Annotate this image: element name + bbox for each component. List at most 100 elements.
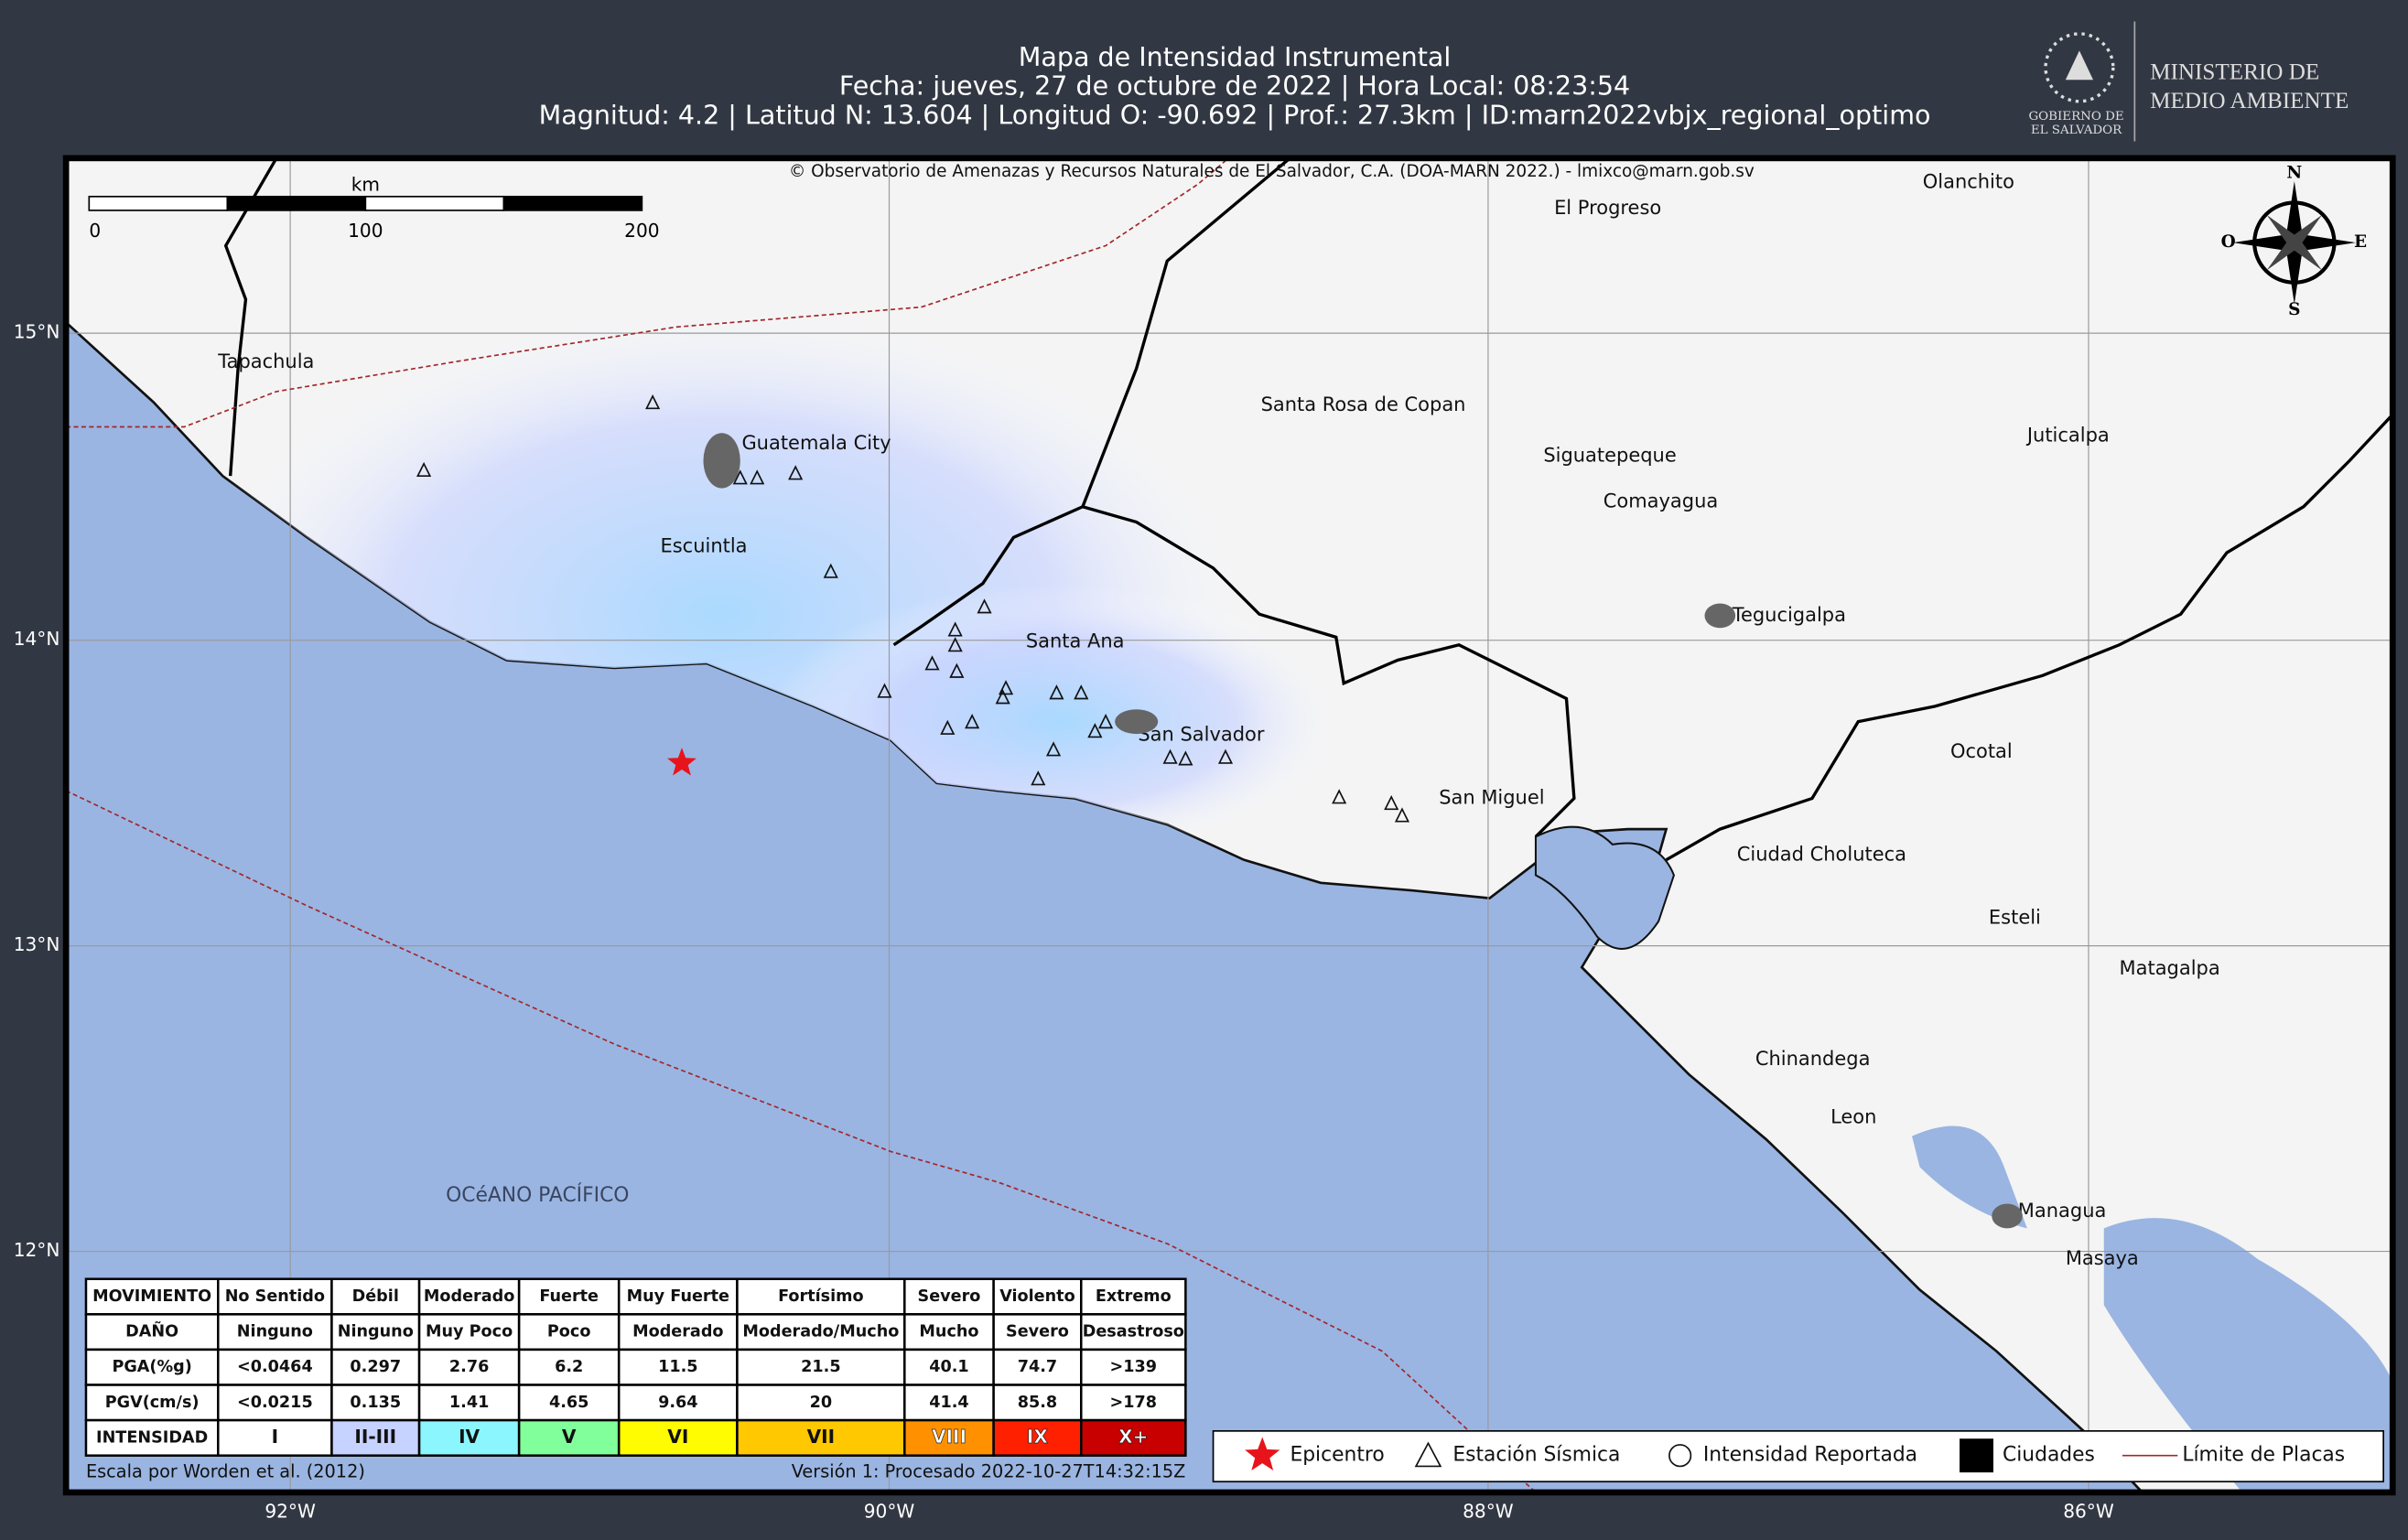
table-text: VII (807, 1426, 836, 1448)
table-cell (417, 1384, 521, 1422)
city-label: San Miguel (1439, 787, 1544, 809)
table-text: Fortísimo (778, 1287, 864, 1306)
compass-letter: O (2221, 232, 2236, 252)
table-text: Muy Poco (426, 1323, 513, 1341)
table-cell (417, 1277, 521, 1316)
table-cell (617, 1384, 739, 1422)
seismic-station (1087, 723, 1103, 738)
legend-symbol (1245, 1437, 1280, 1470)
city-label: Tapachula (217, 350, 314, 372)
city-label: Managua (2018, 1200, 2107, 1222)
city-label: Ciudad Choluteca (1737, 844, 1906, 866)
city-label: Guatemala City (741, 432, 891, 454)
table-cell (217, 1384, 333, 1422)
city-label: Santa Ana (1026, 630, 1125, 652)
seismic-station (949, 662, 965, 678)
seismic-station (732, 469, 748, 485)
logo-text: EL SALVADOR (2031, 124, 2122, 137)
legend-label: Ciudades (2003, 1444, 2095, 1467)
table-cell (217, 1277, 333, 1316)
table-cell (617, 1348, 739, 1386)
city-label: Matagalpa (2120, 957, 2220, 979)
table-text: MOVIMIENTO (92, 1287, 211, 1306)
city-label: Masaya (2066, 1247, 2139, 1269)
seismic-station (924, 655, 940, 671)
logo-text: GOBIERNO DE (2028, 110, 2123, 124)
table-text: 21.5 (801, 1358, 840, 1376)
seismic-station (1384, 794, 1399, 811)
table-text: No Sentido (225, 1287, 325, 1306)
seismic-station (877, 683, 892, 698)
table-text: Ninguno (338, 1323, 414, 1341)
seismic-station (995, 689, 1010, 705)
table-text: Desastroso (1083, 1323, 1184, 1341)
seismic-station (998, 680, 1014, 695)
lon-label: 90°W (864, 1500, 915, 1522)
table-cell (217, 1418, 333, 1457)
seismic-station (1332, 789, 1347, 804)
table-text: Muy Fuerte (627, 1287, 729, 1306)
table-text: PGV(cm/s) (105, 1394, 200, 1412)
footer: Escala por Worden et al. (2012) (86, 1461, 365, 1482)
table-cell (903, 1348, 995, 1386)
city-label: Comayagua (1604, 490, 1718, 512)
seismic-station (1162, 748, 1178, 764)
seismic-station (977, 598, 992, 614)
table-text: 0.297 (350, 1358, 401, 1376)
table-text: 11.5 (658, 1358, 697, 1376)
table-cell (1080, 1384, 1187, 1422)
table-text: Moderado/Mucho (742, 1323, 899, 1341)
city-area (1992, 1203, 2023, 1229)
city-area (703, 433, 740, 489)
table-cell (330, 1418, 421, 1457)
city-label: Tegucigalpa (1732, 604, 1846, 626)
footer: Versión 1: Procesado 2022-10-27T14:32:15… (792, 1461, 1186, 1482)
subtitle: Magnitud: 4.2 | Latitud N: 13.604 | Long… (539, 101, 1931, 131)
logo-emblem (2044, 32, 2115, 103)
table-text: <0.0464 (237, 1358, 313, 1376)
table-text: 9.64 (658, 1394, 697, 1412)
legend-label: Intensidad Reportada (1703, 1444, 1917, 1467)
seismic-station (645, 394, 661, 410)
city-label: El Progreso (1554, 197, 1661, 219)
copyright: © Observatorio de Amenazas y Recursos Na… (789, 162, 1755, 181)
lon-label: 92°W (265, 1500, 316, 1522)
table-text: PGA(%g) (112, 1358, 191, 1376)
table-cell (417, 1418, 521, 1457)
gulf (1534, 825, 1676, 950)
table-text: DAÑO (125, 1320, 178, 1341)
table-text: IV (459, 1426, 480, 1448)
city-label: Siguatepeque (1543, 444, 1676, 466)
table-text: VI (667, 1426, 688, 1448)
legend-label: Estación Sísmica (1452, 1444, 1620, 1467)
country-border (223, 157, 278, 477)
country-border (1665, 413, 2393, 862)
seismic-station (416, 461, 432, 478)
city-label: Olanchito (1923, 171, 2014, 193)
table-cell (1080, 1348, 1187, 1386)
table-text: <0.0215 (237, 1394, 313, 1412)
seismic-station (947, 621, 963, 637)
table-cell (736, 1418, 906, 1457)
city-label: Leon (1830, 1106, 1876, 1128)
table-text: Poco (547, 1323, 591, 1341)
lat-label: 15°N (14, 321, 60, 343)
table-text: 20 (810, 1394, 833, 1412)
city-area (1704, 603, 1736, 629)
logo-emblem (2065, 50, 2094, 81)
scale-unit: km (351, 174, 380, 196)
legend-label: Epicentro (1290, 1444, 1384, 1467)
table-text: Moderado (424, 1287, 514, 1306)
lat-label: 14°N (14, 628, 60, 650)
table-text: II-III (354, 1426, 396, 1448)
scale-label: 0 (89, 220, 101, 242)
logo-text: MINISTERIO DE (2150, 59, 2319, 84)
table-text: VIII (932, 1426, 966, 1448)
scale-bar (88, 195, 229, 211)
country-border (1081, 157, 1291, 508)
map: Tapachula Guatemala City Escuintla Santa An… (66, 157, 2393, 1492)
seismic-station (1074, 684, 1089, 700)
table-text: 1.41 (449, 1394, 489, 1412)
